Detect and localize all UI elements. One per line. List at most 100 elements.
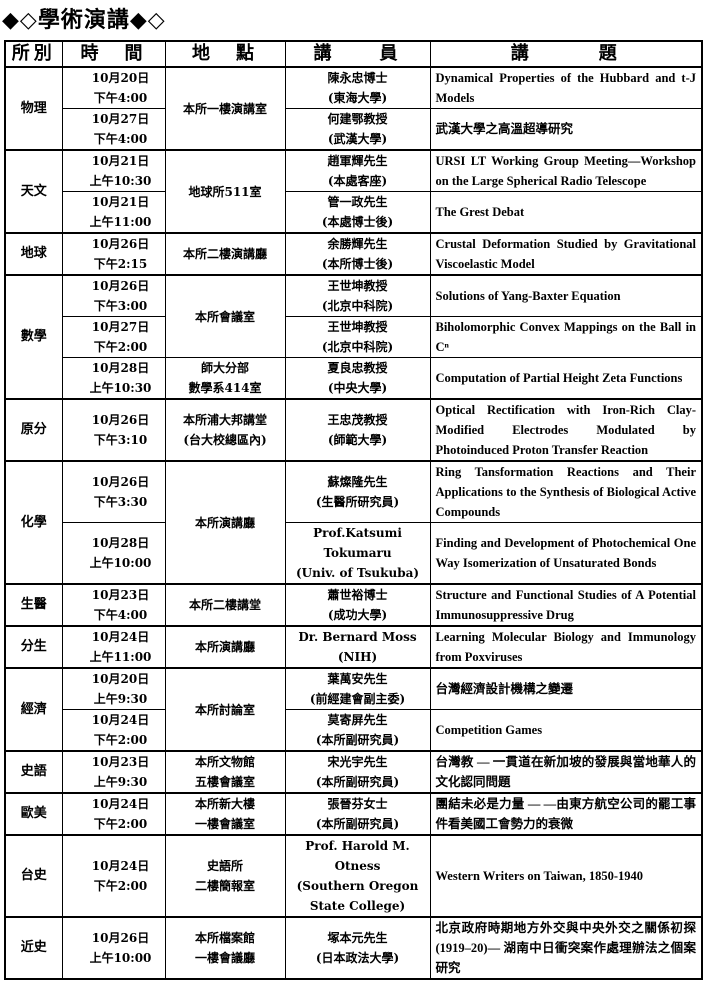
time-text: 上午10:00 xyxy=(89,556,152,570)
topic-cell: Dynamical Properties of the Hubbard and … xyxy=(429,66,703,109)
datetime-cell: 10月26日 下午3:10 xyxy=(61,398,166,462)
location-line: 史語所 xyxy=(206,859,243,873)
speaker-line: State College) xyxy=(309,899,406,913)
topic-cell: Structure and Functional Studies of A Po… xyxy=(429,583,703,627)
location-line: 本所文物館 xyxy=(194,755,255,769)
speaker-cell: 何建鄂教授 (武漢大學) xyxy=(284,108,431,151)
location-cell: 地球所511室 xyxy=(164,149,286,234)
speaker-line: 張晉芬女士 xyxy=(327,797,388,811)
speaker-cell: 夏良忠教授 (中央大學) xyxy=(284,357,431,400)
header-department: 所別 xyxy=(4,40,63,68)
table-row: 化學 10月26日 下午3:30 本所演講廳 蘇燦隆先生 (生醫所研究員) Ring Tan… xyxy=(4,460,703,585)
speaker-cell: 王世坤教授 (北京中科院) xyxy=(284,316,431,358)
speaker-line: (本所副研究員) xyxy=(315,775,400,789)
speaker-cell: 莫寄屏先生 (本所副研究員) xyxy=(284,709,431,752)
time-text: 下午3:00 xyxy=(93,299,148,313)
speaker-cell: 余勝輝先生 (本所博士後) xyxy=(284,232,431,276)
header-time: 時 間 xyxy=(61,40,166,68)
date-text: 10月26日 xyxy=(91,413,150,427)
location-cell: 師大分部 數學系414室 xyxy=(164,357,286,400)
date-text: 10月20日 xyxy=(91,71,150,85)
speaker-line: Prof. Harold M. xyxy=(305,839,410,853)
date-text: 10月23日 xyxy=(91,755,150,769)
topic-cell: Finding and Development of Photochemical… xyxy=(429,522,703,585)
table-row: 史語 10月23日 上午9:30 本所文物館 五樓會議室 宋光宇先生 (本所副研究員) 台灣教… xyxy=(4,750,703,794)
location-line: 二樓簡報室 xyxy=(194,879,255,893)
table-row: 10月27日 下午4:00 何建鄂教授 (武漢大學) 武漢大學之高溫超導研究 xyxy=(5,108,703,151)
datetime-cell: 10月27日 下午4:00 xyxy=(61,108,166,151)
time-text: 下午4:00 xyxy=(93,608,148,622)
speaker-line: (日本政法大學) xyxy=(315,951,400,965)
location-cell: 本所一樓演講室 xyxy=(164,66,286,151)
speaker-line: 管一政先生 xyxy=(327,195,388,209)
speaker-line: (東海大學) xyxy=(327,91,388,105)
speaker-cell: 陳永忠博士 (東海大學) xyxy=(284,66,431,109)
datetime-cell: 10月27日 下午2:00 xyxy=(61,316,166,358)
table-row: 原分 10月26日 下午3:10 本所浦大邦講堂 (台大校總區內) 王忠茂教授 (師範大學)… xyxy=(4,398,703,462)
speaker-line: (北京中科院) xyxy=(321,299,394,313)
topic-cell: Crustal Deformation Studied by Gravitati… xyxy=(429,232,703,276)
location-line: 本所討論室 xyxy=(194,702,255,717)
location-line: 數學系414室 xyxy=(188,381,262,395)
speaker-line: (武漢大學) xyxy=(327,132,388,146)
time-text: 上午10:30 xyxy=(89,381,152,395)
time-text: 上午9:30 xyxy=(93,692,148,706)
speaker-line: (本所副研究員) xyxy=(315,817,400,831)
topic-cell: 團結未必是力量 — —由東方航空公司的罷工事件看美國工會勢力的衰微 xyxy=(429,792,703,836)
topic-cell: 台灣經濟設計機構之變遷 xyxy=(429,667,703,710)
location-line: 本所浦大邦講堂 xyxy=(182,413,267,427)
speaker-line: 何建鄂教授 xyxy=(327,112,388,126)
date-text: 10月26日 xyxy=(91,279,150,293)
date-text: 10月28日 xyxy=(91,536,150,550)
speaker-cell: Dr. Bernard Moss (NIH) xyxy=(284,625,431,669)
topic-cell: Competition Games xyxy=(429,709,703,752)
date-text: 10月26日 xyxy=(91,237,150,251)
speaker-line: 塚本元先生 xyxy=(327,931,388,945)
lecture-schedule-table: 所別 時 間 地 點 講 員 講 題 物理 10月20日 下午4:00 本所一樓演講室… xyxy=(4,40,703,980)
speaker-line: (成功大學) xyxy=(327,608,388,622)
date-text: 10月21日 xyxy=(91,154,150,168)
speaker-line: (本處客座) xyxy=(327,174,388,188)
table-row: 分生 10月24日 上午11:00 本所演講廳 Dr. Bernard Moss (NIH… xyxy=(4,625,703,669)
time-text: 上午11:00 xyxy=(89,215,152,229)
speaker-line: (本所博士後) xyxy=(321,257,394,271)
table-row: 10月28日 上午10:00 Prof.Katsumi Tokumaru (Univ. … xyxy=(5,522,703,585)
header-row: 所別 時 間 地 點 講 員 講 題 xyxy=(4,40,703,68)
location-cell: 本所演講廳 xyxy=(164,460,286,585)
speaker-line: 蕭世裕博士 xyxy=(327,588,388,602)
datetime-cell: 10月24日 下午2:00 xyxy=(61,834,166,918)
header-location: 地 點 xyxy=(164,40,286,68)
speaker-cell: 張晉芬女士 (本所副研究員) xyxy=(284,792,431,836)
location-line: 一樓會議室 xyxy=(194,817,255,831)
speaker-cell: 王忠茂教授 (師範大學) xyxy=(284,398,431,462)
speaker-line: 陳永忠博士 xyxy=(327,71,388,85)
location-line: 本所演講廳 xyxy=(194,640,255,654)
speaker-cell: 葉萬安先生 (前經建會副主委) xyxy=(284,667,431,710)
datetime-cell: 10月24日 下午2:00 xyxy=(61,709,166,752)
speaker-line: (中央大學) xyxy=(327,381,388,395)
date-text: 10月24日 xyxy=(91,859,150,873)
topic-cell: 北京政府時期地方外交與中央外交之關係初探(1919–20)— 湖南中日衝突案作處… xyxy=(429,916,703,980)
table-row: 物理 10月20日 下午4:00 本所一樓演講室 陳永忠博士 (東海大學) Dynamica… xyxy=(4,66,703,151)
time-text: 下午3:10 xyxy=(93,433,148,447)
date-text: 10月21日 xyxy=(91,195,150,209)
datetime-cell: 10月21日 上午11:00 xyxy=(61,191,166,234)
datetime-cell: 10月26日 下午3:00 xyxy=(61,274,166,317)
speaker-line: Otness xyxy=(334,859,381,873)
speaker-line: (生醫所研究員) xyxy=(315,495,400,509)
department-cell: 天文 xyxy=(4,149,63,234)
speaker-cell: 趙軍輝先生 (本處客座) xyxy=(284,149,431,192)
topic-cell: 台灣教 — 一貫道在新加坡的發展與當地華人的文化認同問題 xyxy=(429,750,703,794)
speaker-line: 莫寄屏先生 xyxy=(327,713,388,727)
datetime-cell: 10月23日 上午9:30 xyxy=(61,750,166,794)
date-text: 10月26日 xyxy=(91,931,150,945)
header-speaker: 講 員 xyxy=(284,40,431,68)
date-text: 10月24日 xyxy=(91,713,150,727)
datetime-cell: 10月26日 下午3:30 xyxy=(61,460,166,523)
department-cell: 近史 xyxy=(4,916,63,980)
datetime-cell: 10月28日 上午10:30 xyxy=(61,357,166,400)
location-line: 本所演講廳 xyxy=(194,515,255,530)
speaker-line: (NIH) xyxy=(337,650,378,664)
speaker-cell: 塚本元先生 (日本政法大學) xyxy=(284,916,431,980)
time-text: 上午9:30 xyxy=(93,775,148,789)
